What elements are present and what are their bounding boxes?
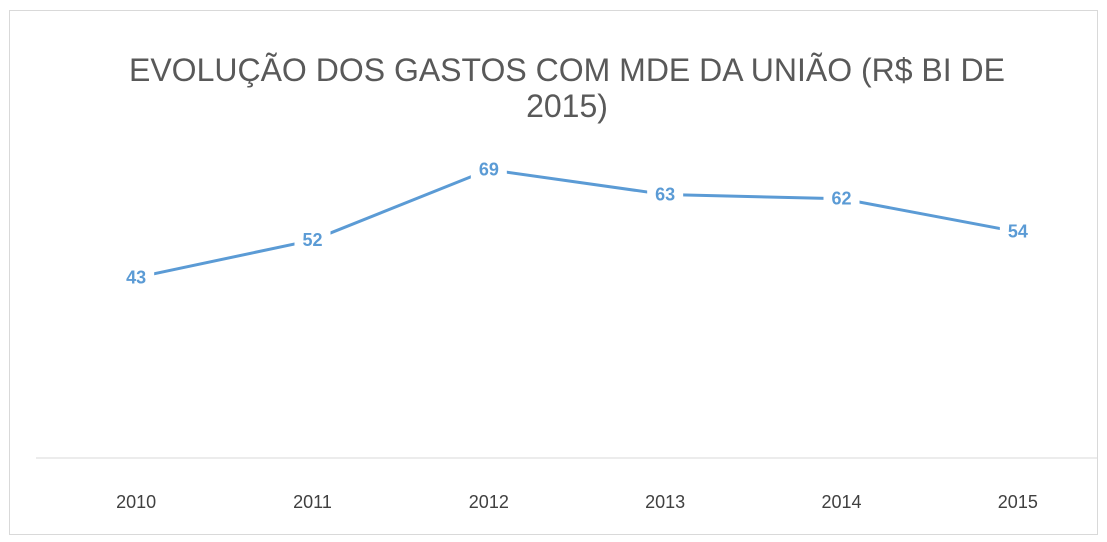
data-label-bg [999, 218, 1036, 245]
data-label: 69 [479, 159, 499, 179]
data-label: 63 [655, 184, 675, 204]
chart-border [9, 10, 1098, 535]
chart-title: EVOLUÇÃO DOS GASTOS COM MDE DA UNIÃO (R$… [128, 52, 1005, 124]
data-label-bg [118, 264, 155, 291]
data-label: 54 [1008, 222, 1028, 242]
data-label-bg [823, 185, 860, 212]
x-tick-label: 2015 [998, 492, 1038, 512]
data-label-bg [470, 156, 507, 183]
x-tick-label: 2010 [116, 492, 156, 512]
x-tick-label: 2012 [469, 492, 509, 512]
data-label-bg [647, 181, 684, 208]
data-label: 43 [126, 267, 146, 287]
x-tick-label: 2011 [293, 492, 332, 512]
x-tick-label: 2013 [645, 492, 685, 512]
data-label-bg [294, 227, 331, 254]
series-line [135, 168, 1019, 280]
data-label: 62 [831, 188, 851, 208]
data-label: 52 [302, 230, 322, 250]
x-tick-label: 2014 [821, 492, 861, 512]
